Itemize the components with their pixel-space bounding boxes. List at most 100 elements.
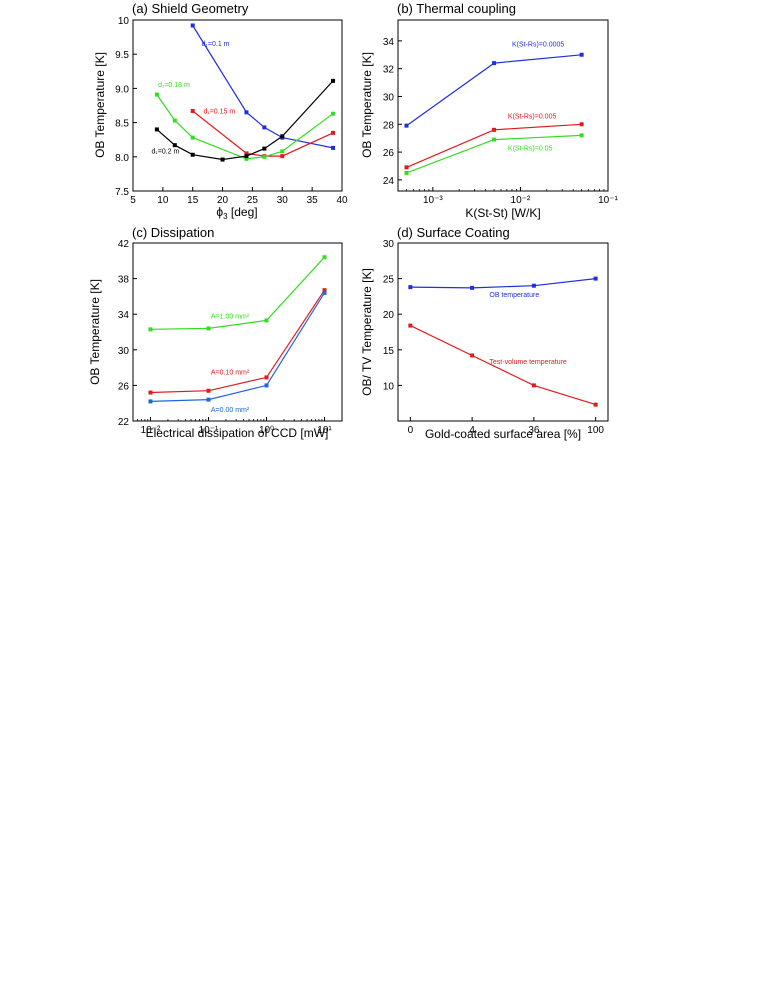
data-point (280, 134, 285, 139)
y-tick-label: 8.0 (115, 153, 129, 164)
data-point (404, 170, 409, 175)
y-tick-label: 10 (118, 16, 130, 27)
y-ticks: 24 26 28 30 32 34 (383, 37, 402, 187)
panel-a: (a) Shield Geometry 5 10 15 20 25 30 35 40 7.5 8… (93, 1, 348, 221)
y-tick-label: 24 (383, 176, 395, 187)
data-point (531, 383, 536, 388)
y-tick-label: 32 (383, 65, 395, 76)
y-tick-label: 9.0 (115, 84, 129, 95)
y-ticks: 10 15 20 25 30 (383, 239, 402, 392)
x-ticks: 10⁻³ 10⁻² 10⁻¹ (406, 187, 619, 206)
x-axis-label: K(St-St) [W/K] (465, 206, 540, 220)
data-point (579, 133, 584, 138)
series-label: K(St-Rs)=0.0005 (512, 41, 564, 48)
y-tick-label: 22 (118, 417, 130, 428)
x-axis-label-unit: [deg] (228, 205, 258, 219)
x-tick-label: 35 (307, 195, 319, 206)
x-axis-label-symbol: ϕ (216, 205, 223, 219)
data-point (190, 108, 195, 113)
data-point (531, 283, 536, 288)
data-point (322, 290, 327, 295)
series-label: K(St-Rs)=0.005 (508, 114, 557, 121)
x-ticks: 10⁻² 10⁻¹ 10⁰ 10¹ (137, 417, 332, 436)
y-tick-label: 28 (383, 120, 395, 131)
y-tick-label: 10 (383, 381, 395, 392)
x-axis-label: ϕ3 [deg] (216, 205, 257, 221)
y-ticks: 7.5 8.0 8.5 9.0 9.5 10 (115, 16, 137, 198)
x-ticks: 0 4 36 100 (408, 417, 604, 436)
series-label: K(St-Rs)=0.05 (508, 146, 553, 153)
x-axis-label: Electrical dissipation of CCD [mW] (146, 426, 329, 440)
data-point (408, 323, 413, 328)
series-label: Test-volume temperature (489, 359, 567, 366)
x-tick-label: 10⁻² (511, 195, 531, 206)
chart-title: (d) Surface Coating (397, 225, 510, 240)
y-tick-label: 30 (383, 92, 395, 103)
plot-frame (132, 242, 343, 422)
chart-title: (b) Thermal coupling (397, 1, 516, 16)
data-point (172, 143, 177, 148)
x-tick-label: 30 (277, 195, 289, 206)
data-point (579, 122, 584, 127)
x-tick-label: 0 (408, 425, 414, 436)
panel-c: (c) Dissipation 10⁻² 10⁻¹ 10⁰ 10¹ 22 26 30 34 3… (88, 225, 343, 440)
series-label: A=1.00 mm² (211, 314, 250, 321)
data-point (331, 78, 336, 83)
chart-title: (a) Shield Geometry (132, 1, 249, 16)
y-tick-label: 30 (383, 239, 395, 250)
series-group: OB temperature Test-volume temperature (408, 276, 598, 407)
data-point (262, 154, 267, 159)
data-point (190, 135, 195, 140)
plot-frame (397, 242, 609, 422)
data-point (404, 123, 409, 128)
plot-frame (397, 19, 609, 192)
data-point (470, 285, 475, 290)
data-point (206, 388, 211, 393)
data-point (492, 127, 497, 132)
panel-d: (d) Surface Coating 0 4 36 100 10 15 20 25 30 O… (360, 225, 609, 441)
y-tick-label: 7.5 (115, 187, 129, 198)
x-tick-label: 20 (217, 195, 229, 206)
x-tick-label: 25 (247, 195, 259, 206)
y-ticks: 22 26 30 34 38 42 (118, 239, 137, 428)
series-label: A=0.10 mm² (211, 370, 250, 377)
data-point (172, 118, 177, 123)
data-point (492, 61, 497, 66)
x-tick-label: 10⁻³ (423, 195, 443, 206)
series-label: d₁=0.2 m (152, 148, 180, 155)
data-point (154, 127, 159, 132)
data-point (331, 145, 336, 150)
y-tick-label: 30 (118, 346, 130, 357)
series-label: A=0.00 mm² (211, 407, 250, 414)
x-tick-label: 10⁻¹ (598, 195, 618, 206)
data-point (593, 276, 598, 281)
y-tick-label: 34 (383, 37, 395, 48)
y-tick-label: 20 (383, 310, 395, 321)
y-tick-label: 34 (118, 310, 130, 321)
y-axis-label: OB/ TV Temperature [K] (360, 268, 374, 396)
y-tick-label: 15 (383, 346, 395, 357)
series-group: A=1.00 mm² A=0.10 mm² A=0.00 mm² (148, 255, 327, 414)
x-tick-label: 10⁻¹ (199, 425, 219, 436)
panel-b: (b) Thermal coupling 10⁻³ 10⁻² 10⁻¹ 24 26 28… (360, 1, 619, 220)
data-point (492, 137, 497, 142)
data-point (148, 399, 153, 404)
x-tick-label: 10¹ (317, 425, 332, 436)
data-point (322, 288, 327, 293)
data-point (190, 23, 195, 28)
series-label: d₁=0.1 m (202, 41, 230, 48)
y-axis-label: OB Temperature [K] (88, 279, 102, 385)
y-tick-label: 38 (118, 275, 130, 286)
y-axis-label: OB Temperature [K] (93, 52, 107, 158)
series-label: OB temperature (489, 292, 539, 299)
x-axis-label: Gold-coated surface area [%] (425, 427, 581, 441)
data-point (404, 165, 409, 170)
series-line (410, 278, 596, 289)
data-point (220, 157, 225, 162)
data-point (262, 146, 267, 151)
data-point (206, 326, 211, 331)
y-tick-label: 26 (118, 381, 130, 392)
chart-title: (c) Dissipation (132, 225, 214, 240)
data-point (322, 255, 327, 260)
